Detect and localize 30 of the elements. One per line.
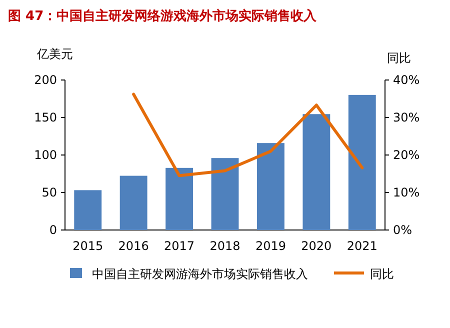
- bar: [257, 143, 284, 230]
- y2-tick-label: 30%: [393, 110, 420, 124]
- bar: [74, 190, 102, 230]
- y-tick-label: 150: [34, 110, 57, 124]
- bar: [120, 176, 148, 230]
- x-tick-label: 2018: [210, 239, 240, 253]
- y2-tick-label: 10%: [393, 186, 420, 200]
- y-tick-label: 200: [34, 73, 57, 87]
- y2-axis-title: 同比: [387, 51, 411, 65]
- x-tick-label: 2019: [255, 239, 286, 253]
- legend-label: 中国自主研发网游海外市场实际销售收入: [92, 267, 308, 281]
- y-tick-label: 100: [34, 148, 57, 162]
- x-tick-label: 2021: [346, 239, 378, 253]
- y-tick-label: 0: [49, 223, 57, 237]
- y2-tick-label: 20%: [393, 148, 420, 162]
- y-axis-title: 亿美元: [36, 47, 73, 61]
- legend-label: 同比: [370, 267, 394, 281]
- x-tick-label: 2015: [72, 239, 104, 253]
- y2-tick-label: 40%: [393, 73, 420, 87]
- y2-tick-label: 0%: [393, 223, 412, 237]
- bar: [302, 114, 330, 230]
- bar: [166, 168, 193, 230]
- x-tick-label: 2016: [118, 239, 149, 253]
- bar: [211, 158, 239, 230]
- y-tick-label: 50: [42, 186, 57, 200]
- x-tick-label: 2020: [301, 239, 332, 253]
- line-series: [132, 92, 364, 178]
- x-tick-label: 2017: [164, 239, 195, 253]
- chart-title: 图 47：中国自主研发网络游戏海外市场实际销售收入: [8, 8, 318, 24]
- bar: [348, 94, 376, 230]
